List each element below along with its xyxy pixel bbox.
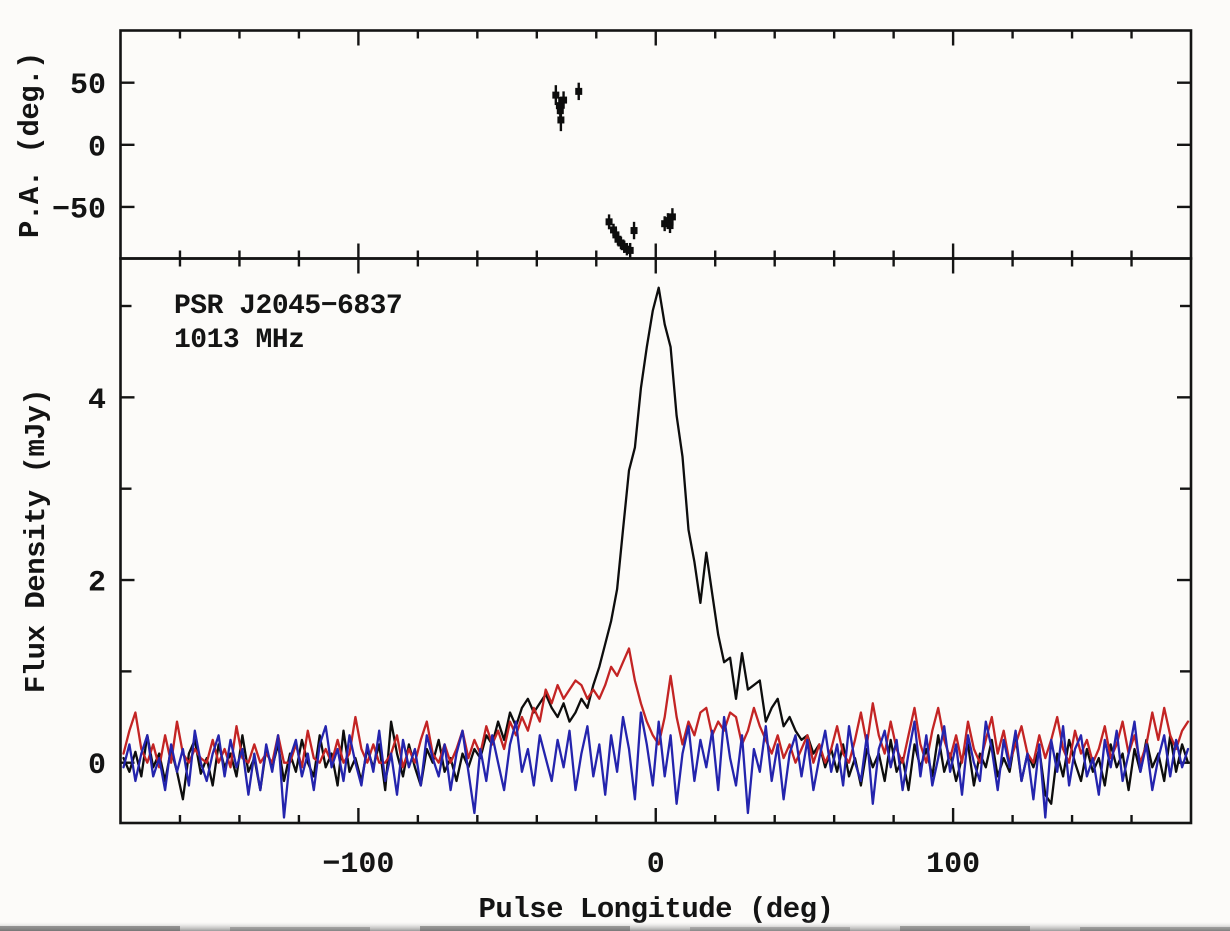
longitude-axis-title: Pulse Longitude (deg) xyxy=(479,893,834,926)
flux-y-tick-label: 2 xyxy=(88,567,106,601)
flux-y-tick-label: 0 xyxy=(88,749,106,783)
pa-point-marker xyxy=(610,226,618,234)
x-tick-label: 0 xyxy=(647,848,665,882)
pa-point-marker xyxy=(626,246,634,254)
pa-point-marker xyxy=(614,235,622,243)
pa-point-marker xyxy=(668,213,676,221)
pa-y-tick-label: −50 xyxy=(52,193,106,227)
pa-point-marker xyxy=(666,222,674,230)
x-tick-label: −100 xyxy=(322,848,394,882)
flux-axis-title: Flux Density (mJy) xyxy=(20,389,53,693)
pa-point-marker xyxy=(575,87,583,95)
pa-point-marker xyxy=(617,239,625,247)
x-tick-label: 100 xyxy=(926,848,980,882)
frequency-label: 1013 MHz xyxy=(174,325,304,356)
flux-y-tick-label: 4 xyxy=(88,384,106,418)
pa-point-marker xyxy=(612,231,620,239)
pa-y-tick-label: 50 xyxy=(70,69,106,103)
pa-axis-title: P.A. (deg.) xyxy=(14,52,47,238)
pa-point-marker xyxy=(552,91,560,99)
pa-point-marker xyxy=(560,96,568,104)
plot-content: −100 0 100 50 0 −50 0 2 4 xyxy=(52,30,1191,882)
pa-point-marker xyxy=(557,116,565,124)
profile-panel-frame xyxy=(119,257,1193,825)
flux-trace-blue xyxy=(122,711,1190,819)
pa-point-marker xyxy=(664,217,672,225)
pulsar-name-label: PSR J2045−6837 xyxy=(174,291,402,322)
pa-y-tick-label: 0 xyxy=(88,131,106,165)
pa-point-marker xyxy=(605,218,613,226)
pa-point-marker xyxy=(630,227,638,235)
scan-edge-artifact xyxy=(0,921,1230,931)
